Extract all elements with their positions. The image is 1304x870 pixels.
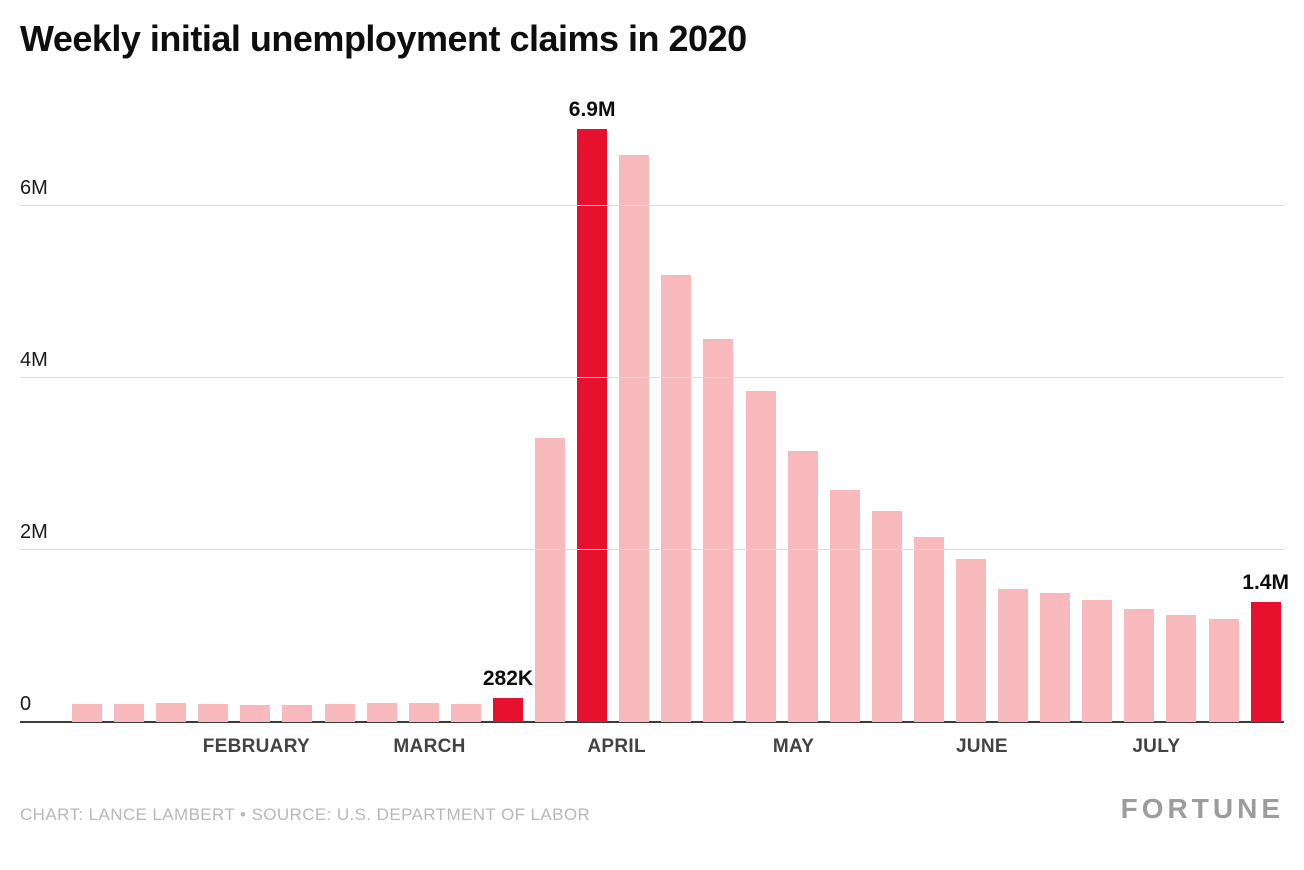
bar-rect [787, 451, 818, 722]
y-axis-tick-label: 2M [20, 521, 48, 544]
bar-highlighted: 282K [483, 668, 533, 722]
bar [1166, 615, 1197, 722]
bar-rect [1208, 619, 1239, 722]
credit-line: CHART: LANCE LAMBERT • SOURCE: U.S. DEPA… [20, 805, 591, 824]
plot-area: 282K 6.9M 1.4M 0 2M 4M 6M [20, 99, 1289, 723]
bar [913, 537, 944, 722]
bar-rect [240, 705, 271, 722]
bar-rect [324, 704, 355, 722]
y-axis-tick-label: 4M [20, 349, 48, 372]
bar-value-label: 282K [482, 667, 534, 690]
bar-rect [1082, 600, 1113, 722]
bar [661, 275, 692, 722]
x-axis-baseline [20, 721, 1284, 723]
bar-rect [198, 704, 229, 722]
bar-rect [492, 698, 523, 722]
bar [366, 703, 397, 722]
bar-rect [1040, 593, 1071, 722]
bar [408, 703, 439, 722]
gridline [20, 205, 1284, 207]
gridline [20, 549, 1284, 551]
bar-rect [703, 339, 734, 722]
x-axis-month-label: MAY [772, 736, 815, 757]
bar [998, 589, 1029, 722]
bar [871, 511, 902, 722]
bar-value-label: 6.9M [568, 98, 616, 121]
bar [1208, 619, 1239, 722]
bar [72, 704, 102, 722]
bar-rect [535, 438, 566, 722]
bar-highlighted: 6.9M [569, 99, 615, 722]
bar [955, 559, 986, 722]
bar [829, 490, 860, 722]
bar-rect [745, 391, 776, 722]
bar-rect [955, 559, 986, 722]
bar [1124, 609, 1155, 722]
bar-rect [661, 275, 692, 722]
bar-rect [998, 589, 1029, 722]
bar [745, 391, 776, 722]
x-axis-month-label: JUNE [955, 736, 1008, 757]
bar [282, 705, 313, 722]
x-axis: FEBRUARY MARCH APRIL MAY JUNE JULY [20, 734, 1284, 768]
chart-title: Weekly initial unemployment claims in 20… [20, 18, 747, 59]
bar-rect [366, 703, 397, 722]
bar-rect [450, 704, 481, 722]
bar-rect [408, 703, 439, 722]
bar-value-label: 1.4M [1242, 571, 1289, 594]
bar-rect [619, 155, 650, 722]
bar [156, 703, 187, 722]
bar [787, 451, 818, 722]
gridline [20, 377, 1284, 379]
bar [1082, 600, 1113, 722]
bar-rect [1124, 609, 1155, 722]
y-axis-tick-label: 6M [20, 177, 48, 200]
bar-rect [577, 129, 608, 722]
bar [240, 705, 271, 722]
bar-rect [871, 511, 902, 722]
bar-rect [282, 705, 313, 722]
x-axis-month-label: JULY [1132, 736, 1181, 757]
bar [324, 704, 355, 722]
bar [114, 704, 145, 722]
bar-rect [1166, 615, 1197, 722]
y-axis-tick-label: 0 [20, 693, 32, 715]
bar-highlighted: 1.4M [1242, 572, 1289, 722]
bar-rect [829, 490, 860, 722]
bars: 282K 6.9M 1.4M [72, 99, 1289, 722]
bar [1040, 593, 1071, 722]
bar-rect [156, 703, 187, 722]
bar [450, 704, 481, 722]
bar-rect [913, 537, 944, 722]
x-axis-month-label: APRIL [587, 736, 646, 757]
bar [619, 155, 650, 722]
bar-rect [1250, 602, 1281, 722]
x-axis-month-label: MARCH [393, 736, 466, 757]
fortune-logo: FORTUNE [1120, 793, 1284, 824]
bar [703, 339, 734, 722]
bar [198, 704, 229, 722]
x-axis-month-label: FEBRUARY [202, 736, 310, 757]
bar-rect [72, 704, 102, 722]
bar-rect [114, 704, 145, 722]
bar [535, 438, 566, 722]
